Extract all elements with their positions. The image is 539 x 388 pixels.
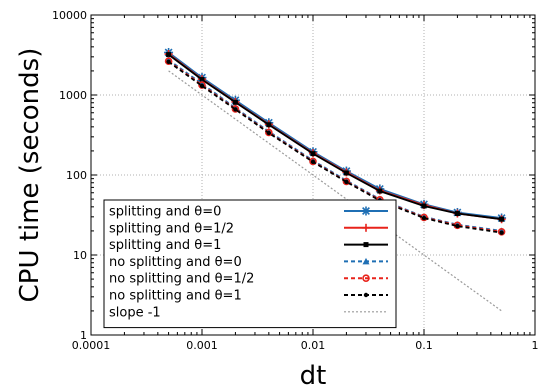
- data-point: [499, 216, 505, 222]
- data-point: [166, 59, 171, 65]
- x-tick-label: 1: [532, 339, 539, 352]
- legend-label: slope -1: [109, 305, 161, 320]
- legend-label: no splitting and θ=0: [109, 255, 242, 270]
- series-2: [166, 52, 505, 222]
- data-point: [199, 83, 205, 89]
- series-1: [164, 50, 506, 224]
- data-point: [266, 130, 272, 136]
- data-point: [265, 128, 273, 137]
- data-point: [309, 157, 317, 166]
- data-point: [499, 230, 504, 235]
- data-point: [454, 211, 460, 217]
- legend-marker: [363, 292, 369, 298]
- series-line: [168, 70, 502, 312]
- data-point: [166, 52, 172, 58]
- data-point: [342, 177, 351, 186]
- y-tick-label: 1000: [59, 89, 87, 102]
- data-point: [421, 203, 427, 209]
- series-0: [164, 47, 507, 223]
- series-6: [168, 70, 502, 312]
- data-series: [164, 47, 507, 312]
- data-point: [232, 99, 238, 105]
- legend-marker: [362, 274, 370, 283]
- legend-marker: [363, 242, 369, 248]
- data-point: [310, 151, 316, 157]
- data-point: [310, 159, 316, 165]
- legend-label: splitting and θ=0: [109, 205, 221, 220]
- data-point: [421, 215, 427, 221]
- series-line: [168, 61, 502, 234]
- data-point: [266, 122, 272, 128]
- data-point: [164, 57, 173, 65]
- data-point: [455, 223, 460, 229]
- series-line: [168, 53, 502, 221]
- y-tick-label: 100: [66, 169, 87, 182]
- y-tick-label: 1: [80, 329, 87, 342]
- legend-marker: [362, 257, 370, 265]
- legend-box: [103, 199, 397, 329]
- x-tick-label: 0.0001: [72, 339, 111, 352]
- data-point: [343, 170, 349, 176]
- legend-label: splitting and θ=1: [109, 238, 221, 253]
- series-line: [168, 51, 502, 219]
- data-point: [231, 105, 240, 113]
- legend-label: no splitting and θ=1/2: [109, 272, 254, 287]
- x-axis-title: dt: [300, 361, 327, 388]
- y-tick-label: 10: [73, 249, 87, 262]
- data-point: [377, 188, 383, 194]
- data-point: [344, 179, 349, 185]
- x-tick-label: 0.01: [301, 339, 326, 352]
- legend-label: splitting and θ=1/2: [109, 221, 234, 236]
- legend-marker: [361, 206, 371, 216]
- legend-marker: [362, 223, 370, 232]
- series-line: [168, 53, 502, 221]
- y-tick-label: 10000: [52, 9, 87, 22]
- data-point: [233, 107, 238, 112]
- data-point: [198, 81, 206, 89]
- y-axis-title: CPU time (seconds): [15, 48, 45, 303]
- axis-ticks: 0.0001 0.001 0.01 0.1 1 1 10 100 1000 10000: [52, 9, 539, 352]
- x-tick-label: 0.001: [186, 339, 218, 352]
- legend-label: no splitting and θ=1: [109, 289, 242, 304]
- data-point: [199, 77, 205, 83]
- x-tick-label: 0.1: [415, 339, 433, 352]
